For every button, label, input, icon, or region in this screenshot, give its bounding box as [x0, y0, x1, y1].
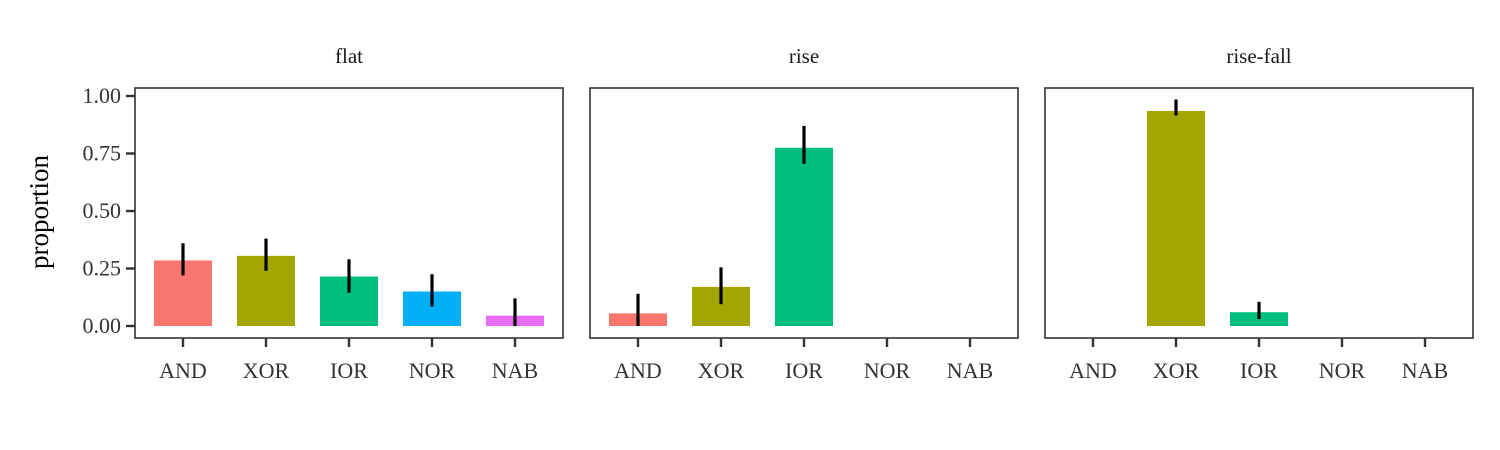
y-axis-title: proportion	[24, 155, 54, 269]
x-tick-label: XOR	[698, 358, 745, 383]
bar-XOR	[1147, 110, 1205, 326]
panel-frame	[1044, 87, 1474, 339]
x-tick-label: NAB	[947, 358, 993, 383]
x-tick-label: AND	[614, 358, 662, 383]
x-tick-label: IOR	[330, 358, 368, 383]
y-tick-label: 0.75	[83, 141, 122, 166]
x-tick-label: XOR	[1153, 358, 1200, 383]
y-tick-label: 0.25	[83, 256, 122, 281]
x-tick-label: NAB	[492, 358, 538, 383]
y-tick-label: 0.00	[83, 313, 122, 338]
panel-title: flat	[335, 44, 363, 68]
x-tick-label: IOR	[1240, 358, 1278, 383]
x-tick-label: AND	[1069, 358, 1117, 383]
x-tick-label: NOR	[409, 358, 456, 383]
x-tick-label: IOR	[785, 358, 823, 383]
panel-rise-fall: rise-fall AND XOR IOR NOR NAB	[1044, 44, 1474, 383]
x-tick-label: AND	[159, 358, 207, 383]
x-tick-label: NOR	[864, 358, 911, 383]
panel-flat: flat 0.00 0.25 0.50 0.75 1.00 AND XOR IOR NOR NAB	[83, 44, 564, 383]
x-tick-label: NOR	[1319, 358, 1366, 383]
bar-IOR	[775, 147, 833, 326]
panel-title: rise-fall	[1226, 44, 1291, 68]
panel-title: rise	[789, 44, 819, 68]
panel-rise: rise AND XOR IOR NOR NAB	[589, 44, 1019, 383]
y-tick-label: 0.50	[83, 198, 122, 223]
x-tick-label: NAB	[1402, 358, 1448, 383]
y-tick-label: 1.00	[83, 83, 122, 108]
x-tick-label: XOR	[243, 358, 290, 383]
